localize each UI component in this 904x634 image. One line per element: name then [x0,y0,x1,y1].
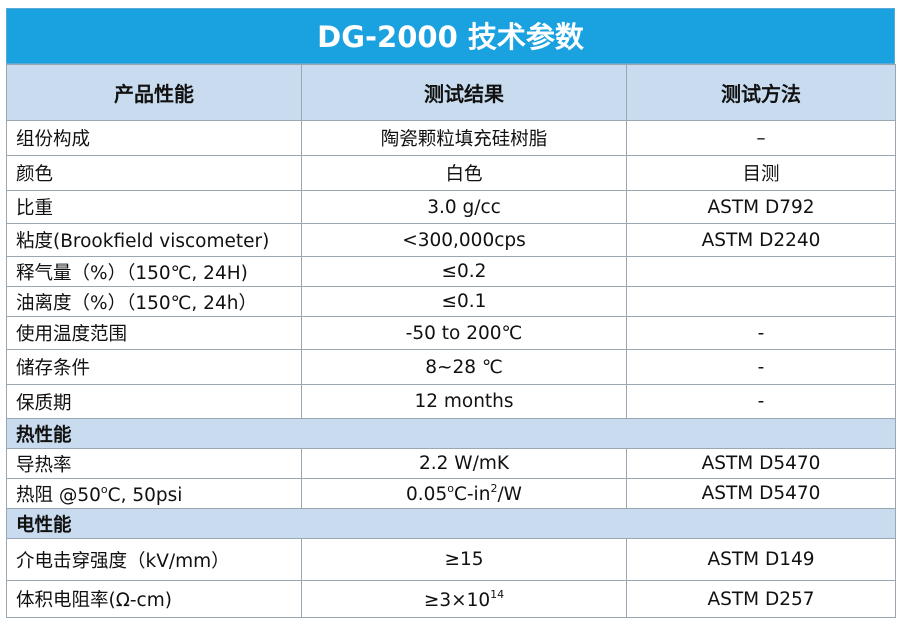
text-part: 0.05 [406,484,448,505]
section-title-thermal: 热性能 [6,418,896,449]
cell-result: ≥3×1014 [301,580,627,618]
table-row: 热阻 @50oC, 50psi 0.05oC-in2/W ASTM D5470 [6,478,896,509]
cell-result: ≥15 [301,538,627,581]
cell-property: 颜色 [6,155,302,191]
cell-result: <300,000cps [301,223,627,257]
cell-property: 使用温度范围 [6,316,302,350]
table-row: 释气量（%）（150℃, 24H) ≤0.2 [6,256,896,287]
header-property: 产品性能 [6,64,302,121]
cell-method: - [626,349,896,385]
cell-method: - [626,316,896,350]
header-result: 测试结果 [301,64,627,121]
cell-method: ASTM D149 [626,538,896,581]
cell-method [626,286,896,317]
spec-table: 产品性能 测试结果 测试方法 组份构成 陶瓷颗粒填充硅树脂 – 颜色 白色 目测… [6,64,896,618]
table-row: 油离度（%）（150℃, 24h） ≤0.1 [6,286,896,317]
cell-property: 热阻 @50oC, 50psi [6,478,302,509]
cell-method: ASTM D5470 [626,448,896,479]
cell-method: ASTM D257 [626,580,896,618]
cell-result: 12 months [301,384,627,419]
table-row: 组份构成 陶瓷颗粒填充硅树脂 – [6,120,896,156]
table-row: 储存条件 8~28 ℃ - [6,349,896,385]
superscript: o [447,482,454,495]
table-row: 体积电阻率(Ω-cm) ≥3×1014 ASTM D257 [6,580,896,618]
cell-property: 导热率 [6,448,302,479]
superscript: 14 [490,587,505,601]
cell-result: 0.05oC-in2/W [301,478,627,509]
cell-method: ASTM D5470 [626,478,896,509]
cell-property: 介电击穿强度（kV/mm） [6,538,302,581]
superscript: 2 [490,482,498,495]
text-part: C, 50psi [107,484,183,506]
cell-result: 陶瓷颗粒填充硅树脂 [301,120,627,156]
cell-result: -50 to 200℃ [301,316,627,350]
spec-sheet: DG-2000 技术参数 产品性能 测试结果 测试方法 组份构成 陶瓷颗粒填充硅… [6,8,896,618]
text-part: ≥3×10 [423,589,491,611]
cell-method: - [626,384,896,419]
section-row-electrical: 电性能 [6,508,896,539]
table-row: 粘度(Brookfield viscometer) <300,000cps AS… [6,223,896,257]
cell-result: ≤0.2 [301,256,627,287]
table-row: 保质期 12 months - [6,384,896,419]
cell-result: 3.0 g/cc [301,190,627,224]
cell-result: ≤0.1 [301,286,627,317]
table-row: 介电击穿强度（kV/mm） ≥15 ASTM D149 [6,538,896,581]
cell-method: ASTM D792 [626,190,896,224]
table-row: 比重 3.0 g/cc ASTM D792 [6,190,896,224]
cell-property: 储存条件 [6,349,302,385]
table-row: 颜色 白色 目测 [6,155,896,191]
cell-property: 保质期 [6,384,302,419]
cell-property: 体积电阻率(Ω-cm) [6,580,302,618]
text-part: C-in [453,484,491,505]
cell-property: 组份构成 [6,120,302,156]
cell-property: 比重 [6,190,302,224]
table-header-row: 产品性能 测试结果 测试方法 [6,64,896,121]
cell-result: 8~28 ℃ [301,349,627,385]
table-row: 使用温度范围 -50 to 200℃ - [6,316,896,350]
cell-method: – [626,120,896,156]
cell-property: 油离度（%）（150℃, 24h） [6,286,302,317]
cell-result: 白色 [301,155,627,191]
cell-result: 2.2 W/mK [301,448,627,479]
table-row: 导热率 2.2 W/mK ASTM D5470 [6,448,896,479]
superscript: o [100,482,108,496]
cell-method: ASTM D2240 [626,223,896,257]
cell-method [626,256,896,287]
header-method: 测试方法 [626,64,896,121]
section-row-thermal: 热性能 [6,418,896,449]
text-part: /W [497,484,522,505]
section-title-electrical: 电性能 [6,508,896,539]
page-title: DG-2000 技术参数 [6,8,895,64]
text-part: 热阻 @50 [16,484,101,506]
cell-property: 粘度(Brookfield viscometer) [6,223,302,257]
cell-method: 目测 [626,155,896,191]
cell-property: 释气量（%）（150℃, 24H) [6,256,302,287]
